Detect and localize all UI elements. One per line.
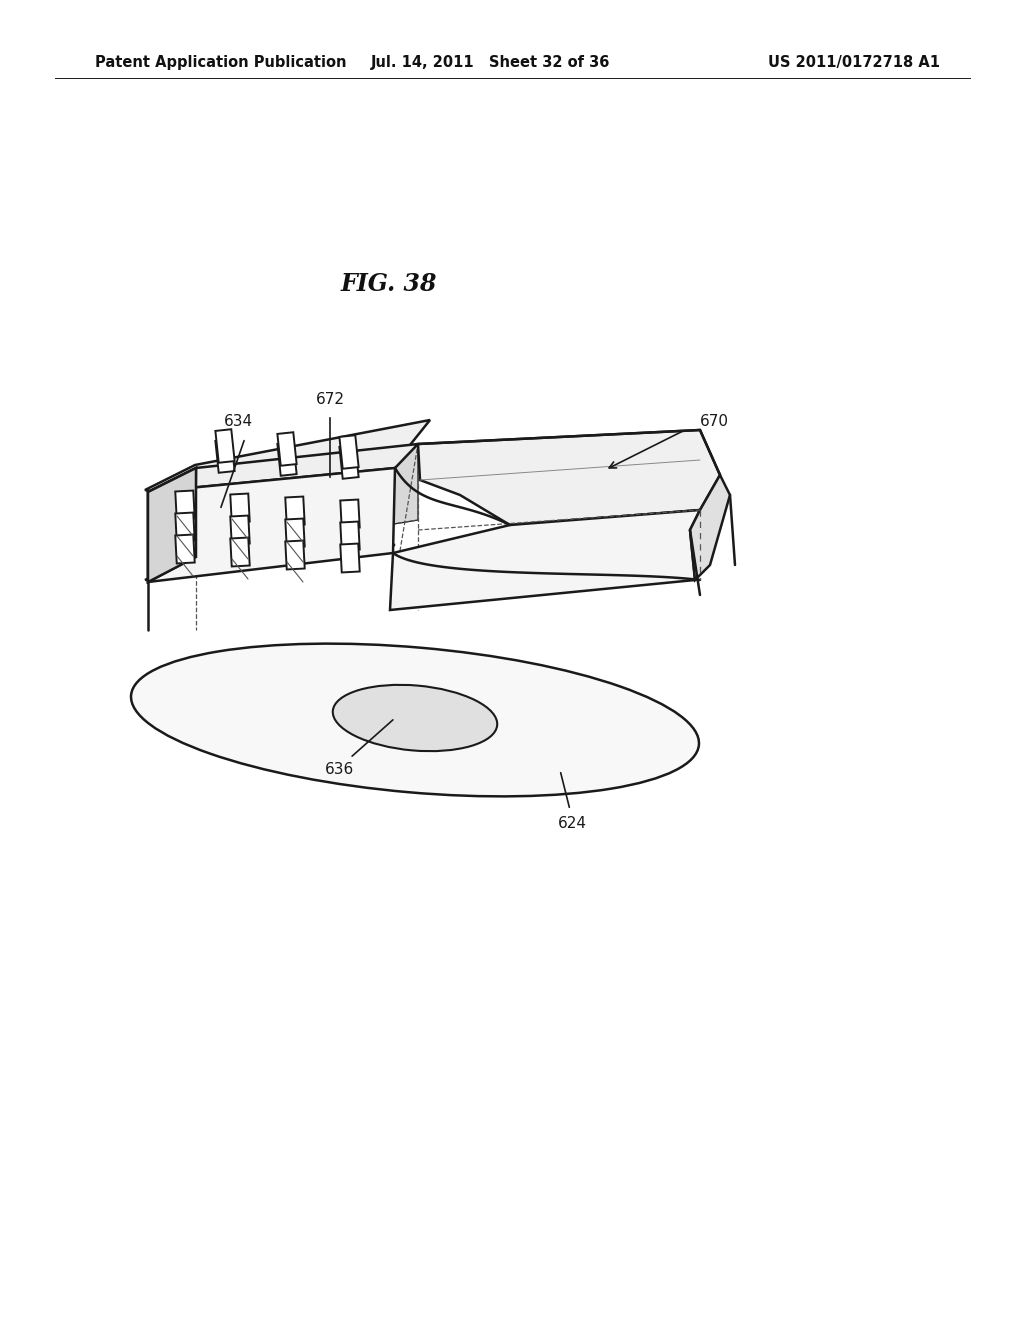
- Polygon shape: [418, 430, 720, 525]
- Polygon shape: [148, 469, 395, 582]
- Polygon shape: [230, 516, 250, 544]
- Polygon shape: [340, 544, 359, 573]
- Polygon shape: [286, 519, 305, 548]
- Polygon shape: [145, 420, 430, 579]
- Ellipse shape: [131, 644, 699, 796]
- Polygon shape: [339, 445, 358, 479]
- Polygon shape: [148, 469, 196, 582]
- Polygon shape: [286, 541, 305, 569]
- Text: 634: 634: [223, 414, 253, 429]
- Text: Patent Application Publication: Patent Application Publication: [95, 54, 346, 70]
- Text: 670: 670: [700, 414, 729, 429]
- Polygon shape: [340, 521, 359, 550]
- Polygon shape: [278, 442, 297, 475]
- Polygon shape: [148, 469, 196, 582]
- Polygon shape: [230, 537, 250, 566]
- Ellipse shape: [333, 685, 498, 751]
- Polygon shape: [215, 440, 234, 473]
- Text: 624: 624: [557, 817, 587, 832]
- Polygon shape: [390, 510, 700, 610]
- Polygon shape: [286, 496, 305, 525]
- Text: FIG. 38: FIG. 38: [341, 272, 437, 296]
- Text: Jul. 14, 2011   Sheet 32 of 36: Jul. 14, 2011 Sheet 32 of 36: [371, 54, 609, 70]
- Polygon shape: [148, 444, 418, 492]
- Text: US 2011/0172718 A1: US 2011/0172718 A1: [768, 54, 940, 70]
- Polygon shape: [339, 436, 358, 469]
- Text: 636: 636: [326, 763, 354, 777]
- Polygon shape: [175, 491, 195, 520]
- Polygon shape: [340, 499, 359, 528]
- Polygon shape: [690, 475, 730, 579]
- Polygon shape: [278, 432, 297, 466]
- Polygon shape: [175, 512, 195, 541]
- Polygon shape: [230, 494, 250, 523]
- Text: 672: 672: [315, 392, 344, 408]
- Polygon shape: [215, 429, 234, 463]
- Polygon shape: [195, 444, 418, 557]
- Polygon shape: [175, 535, 195, 564]
